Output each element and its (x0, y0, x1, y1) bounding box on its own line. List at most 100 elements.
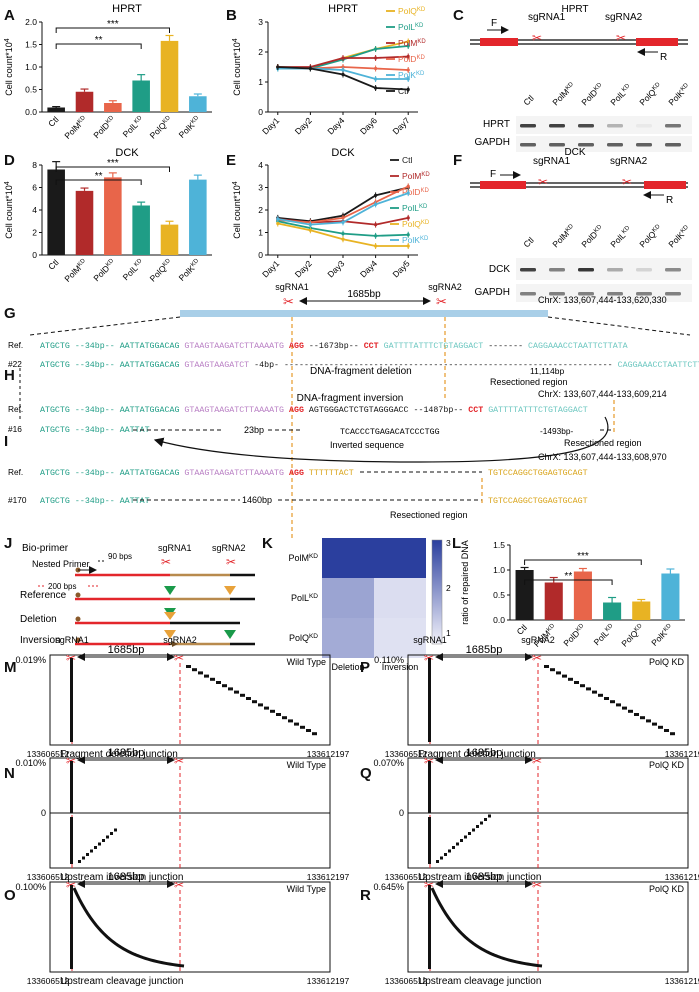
gel-blot (516, 136, 692, 152)
panel-h-sequences: DNA-fragment inversion Ref. ATGCTG --34b… (8, 393, 642, 463)
chart-a: HPRT 0.0 0.5 1.0 1.5 2.0 Cell count*104 Ctl PolM… (4, 3, 212, 141)
distance-label-11114: 11,114bp (530, 366, 564, 376)
data-point (276, 217, 280, 221)
junction-peak (428, 761, 431, 813)
legend-entry: PolDKD (398, 54, 425, 64)
panel-letter-k: K (262, 535, 273, 552)
heatmap-cell (374, 578, 426, 618)
heatmap-row-label-main: PolQ (289, 633, 309, 643)
legend-entry-main: PolK (398, 70, 416, 80)
junction-read (610, 700, 615, 704)
scissors-icon: ✂ (283, 294, 294, 309)
gel-lane-label: PolMKD (550, 80, 577, 107)
gel-lane-label: PolDKD (579, 223, 605, 249)
y-tick-label: 1.5 (25, 40, 37, 50)
heatmap-row-label: PolQKD (289, 633, 318, 644)
gel-lane-label-sup: KD (593, 224, 604, 235)
legend-entry: Ctl (402, 155, 413, 165)
y-top-label: 0.110% (374, 655, 404, 665)
category-label: PolMKD (62, 114, 89, 141)
gel-lane-label: PolMKD (550, 222, 577, 249)
junction-read (544, 665, 549, 668)
clone-sequence-22: #22 ATGCTG --34bp-- AATTATGGACAG GTAAGTA… (8, 359, 699, 370)
gel-band (665, 268, 681, 272)
sgrna1-label: sgRNA1 (413, 635, 447, 645)
exon-box (644, 181, 686, 189)
gel-band (549, 268, 565, 272)
y-axis-label-main: Cell count*10 (232, 42, 242, 96)
gel-band (607, 292, 623, 296)
category-label: PolDKD (561, 622, 587, 648)
data-point (374, 193, 378, 197)
junction-read (586, 687, 591, 691)
y-tick-label: 4 (32, 205, 37, 215)
x-tick-label: Day5 (391, 258, 412, 279)
category-label: PolMKD (62, 257, 89, 284)
junction-read (110, 832, 113, 835)
junction-read (652, 722, 657, 726)
panel-letter-p: P (360, 659, 370, 676)
panel-letter-g: G (4, 305, 16, 322)
data-point (374, 77, 378, 81)
event-label-inversion: DNA-fragment inversion (297, 393, 404, 404)
chart-title: DCK (115, 147, 139, 159)
category-label-main: Ctl (46, 114, 60, 128)
junction-read (306, 729, 311, 732)
scissors-icon: ✂ (538, 175, 548, 189)
data-point (341, 237, 345, 241)
junction-caption: Fragment deletion junction (60, 749, 178, 760)
data-point (406, 77, 410, 81)
junction-read (616, 703, 621, 707)
primer-f-label: F (490, 169, 496, 180)
panel-f-gene-diagram: DCK F R sgRNA1 sgRNA2 ✂ ✂ Ctl PolMKDPolDK… (470, 147, 692, 302)
colorbar-tick-label: 3 (446, 538, 451, 548)
gel-blot (516, 284, 692, 302)
y-tick-label: 6 (32, 183, 37, 193)
y-axis-label-sup: 4 (232, 38, 239, 42)
junction-peak (70, 885, 73, 969)
panel-letter-a: A (4, 7, 15, 24)
bar-ctl (47, 169, 65, 255)
left-coordinate: 133606512 (27, 976, 70, 986)
data-point (406, 87, 410, 92)
right-coordinate: 133612197 (665, 872, 699, 882)
sgrna1-label: sgRNA1 (533, 156, 571, 167)
significance-bracket (55, 27, 170, 33)
data-point (406, 216, 410, 220)
sgrna1-label: sgRNA1 (55, 635, 89, 645)
gel-band (607, 268, 623, 272)
panel-letter-e: E (226, 152, 236, 169)
gel-band (578, 292, 594, 296)
gel-lane-label-main: Ctl (521, 93, 535, 107)
event-label-deletion: DNA-fragment deletion (310, 366, 412, 377)
category-label-sup: KD (77, 115, 87, 125)
junction-read (288, 719, 293, 723)
sgrna2-label: sgRNA2 (212, 543, 246, 553)
gel-lane-label-sup: KD (565, 223, 576, 234)
sgrna2-label: sgRNA2 (521, 635, 555, 645)
legend-entry-sup: KD (416, 55, 425, 61)
junction-plot-o: 0.100%Wild Type✂✂1685bp13360651213361219… (15, 871, 349, 987)
reference-sequence-h: Ref. ATGCTG --34bp-- AATTATGGACAG GTAAGT… (8, 404, 588, 415)
junction-read (186, 665, 191, 668)
y-tick-label: 0.0 (25, 107, 37, 117)
junction-read (300, 725, 305, 729)
gel-row-label-gapdh: GAPDH (474, 137, 510, 148)
right-coordinate: 133612197 (665, 749, 699, 759)
category-label: PolDKD (91, 257, 117, 283)
panel-j-schematic: Bio-primer Nested Primer 90 bps sgRNA1 s… (20, 543, 255, 647)
scissors-icon: ✂ (174, 651, 184, 665)
data-point (406, 191, 410, 195)
200bp-label: 200 bps (48, 582, 76, 591)
category-label-sup: KD (77, 258, 87, 268)
resectioned-label: Resectioned region (490, 377, 568, 387)
gel-band (578, 143, 594, 147)
data-point (374, 66, 378, 71)
gel-band (607, 124, 623, 128)
panel-letter-b: B (226, 7, 237, 24)
legend-entry-sup: KD (415, 23, 424, 29)
bar-polk-kd (661, 573, 680, 620)
legend-entry-sup: KD (420, 236, 429, 242)
junction-caption: Fragment deletion junction (418, 749, 536, 760)
